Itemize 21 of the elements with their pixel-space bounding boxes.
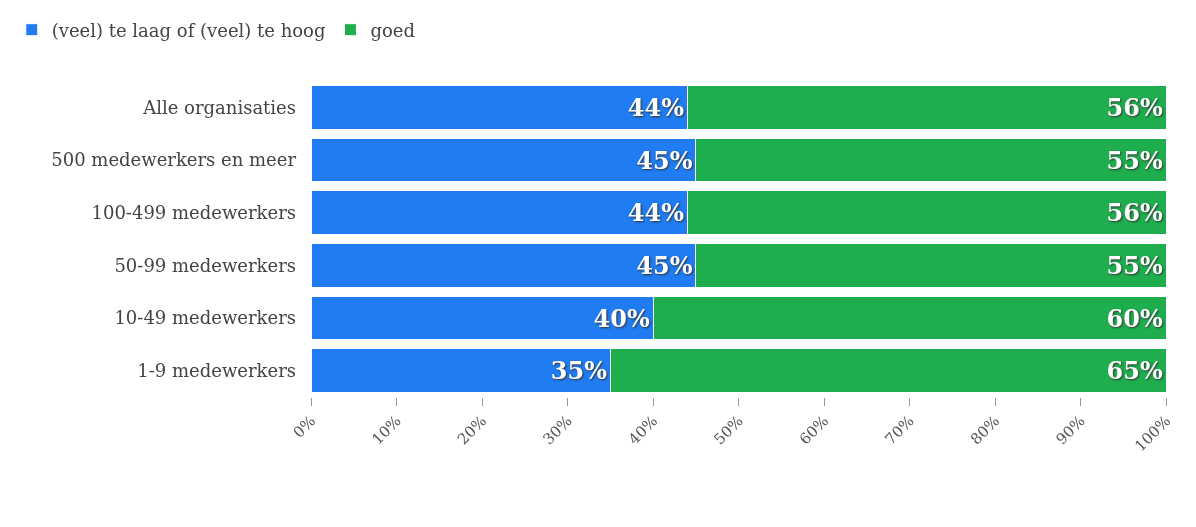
data-label: 44% (627, 92, 685, 122)
y-tick-label: 50-99 medewerkers (114, 254, 296, 276)
data-label: 40% (593, 303, 650, 333)
data-label: 55% (1106, 250, 1163, 280)
data-label: 56% (1106, 198, 1163, 228)
data-label: 65% (1106, 356, 1163, 386)
data-label: 60% (1106, 303, 1163, 333)
y-tick-label: 10-49 medewerkers (114, 307, 296, 329)
data-label: 44% (627, 198, 685, 228)
data-label: 55% (1106, 145, 1163, 175)
y-tick-label: 1-9 medewerkers (137, 359, 296, 381)
data-label: 45% (636, 250, 693, 280)
data-label: 45% (636, 145, 693, 175)
x-tick-label: 0% (289, 411, 320, 442)
y-tick-label: Alle organisaties (142, 96, 296, 118)
legend-label: (veel) te laag of (veel) te hoog (51, 19, 326, 41)
y-tick-label: 500 medewerkers en meer (51, 149, 297, 171)
data-label: 35% (550, 356, 608, 386)
data-label: 56% (1106, 92, 1163, 122)
y-tick-label: 100-499 medewerkers (91, 201, 296, 223)
legend-label: goed (370, 19, 415, 41)
